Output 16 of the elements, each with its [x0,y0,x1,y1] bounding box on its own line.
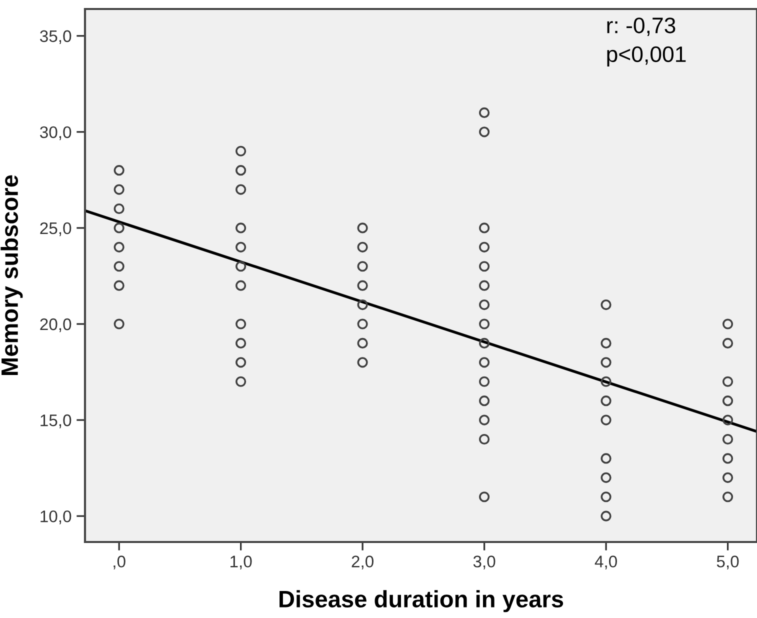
x-tick-label: 2,0 [352,556,374,570]
x-axis-title: Disease duration in years [280,590,564,612]
x-tick-label: 1,0 [230,556,252,570]
x-tick-label: 3,0 [473,556,496,570]
y-tick-label: 35,0 [40,30,72,44]
y-tick-label: 30,0 [40,126,72,140]
x-tick-label: ,0 [114,556,126,570]
annotation: p<0,001 [607,46,686,66]
y-tick-label: 25,0 [40,222,72,236]
y-tick-label: 15,0 [40,414,72,428]
y-tick-label: 10,0 [40,510,72,524]
annotation: r: -0,73 [607,18,676,36]
x-tick-label: 5,0 [716,556,739,570]
y-tick-label: 20,0 [40,318,72,332]
y-axis-title: Memory subscore [0,175,23,375]
x-tick-label: 4,0 [594,556,617,570]
